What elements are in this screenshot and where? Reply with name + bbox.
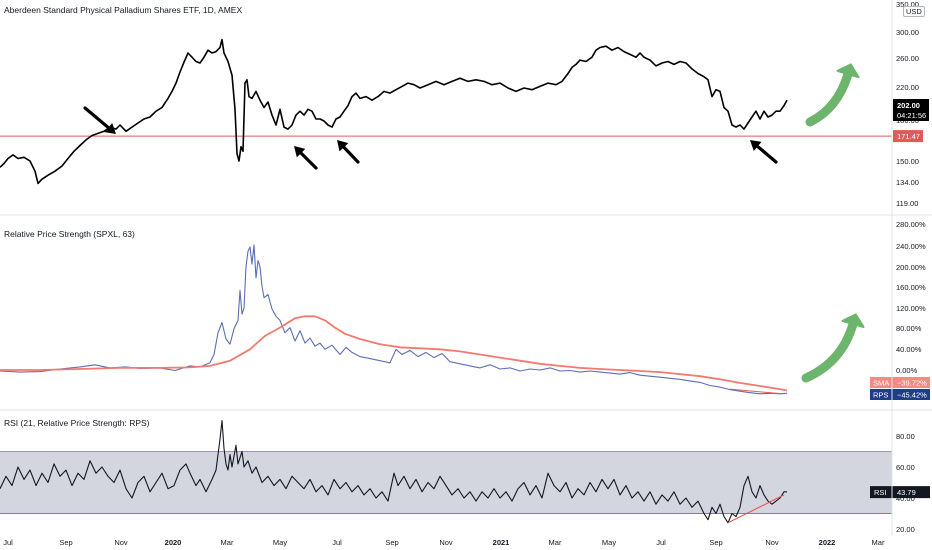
rps-badge-bg [870, 389, 930, 400]
price-axis-tick: 150.00 [896, 157, 919, 166]
sma-series-line [0, 315, 788, 392]
rps-panel-title: Relative Price Strength (SPXL, 63) [4, 229, 135, 239]
x-axis-tick: Nov [765, 538, 779, 547]
support-badge-bg [893, 130, 923, 143]
arrow-head [836, 63, 860, 79]
rsi-series-line [0, 419, 787, 524]
rps-axis-tick: 40.00% [896, 345, 922, 354]
rsi-axis-tick: 40.00 [896, 494, 915, 503]
rsi-axis-tick: 60.00 [896, 463, 915, 472]
rsi-badge: RSI 43.79 [870, 486, 930, 499]
black-arrow-icon [83, 106, 116, 134]
arrow-shaft [299, 151, 318, 170]
price-axis-tick: 300.00 [896, 28, 919, 37]
rsi-axis-tick: 20.00 [896, 525, 915, 534]
sma-badge-bg [870, 377, 930, 388]
x-axis-tick: May [273, 538, 287, 547]
x-axis-tick: Mar [872, 538, 885, 547]
price-badge-bg [893, 99, 929, 121]
arrow-shaft [801, 319, 858, 383]
rsi-badge-label: RSI [874, 488, 887, 497]
rsi-trendline [727, 494, 785, 524]
x-axis-tick: Jul [656, 538, 666, 547]
sma-badge: SMA −39.72% [870, 377, 930, 388]
price-axis-tick: 260.00 [896, 54, 919, 63]
x-axis-tick: May [602, 538, 616, 547]
x-axis-tick: Mar [549, 538, 562, 547]
price-axis-tick: 119.00 [896, 199, 918, 208]
rsi-badge-value: 43.79 [897, 488, 916, 497]
arrow-shaft [756, 144, 778, 164]
currency-label[interactable]: USD [903, 6, 925, 17]
rsi-band [0, 451, 892, 514]
x-axis-tick: 2022 [819, 538, 836, 547]
price-axis-tick: 350.00 [896, 0, 919, 9]
price-axis-tick: 134.00 [896, 178, 919, 187]
price-pane: 350.00300.00260.00220.00180.00150.00134.… [0, 0, 929, 208]
support-badge: 171.47 [893, 130, 923, 143]
sma-badge-value: −39.72% [897, 379, 927, 388]
price-axis-tick: 220.00 [896, 83, 919, 92]
black-arrow-icon [294, 146, 318, 170]
rps-axis-tick: 200.00% [896, 263, 926, 272]
arrow-head [750, 140, 762, 152]
annotations [83, 63, 865, 383]
rsi-panel-title: RSI (21, Relative Price Strength: RPS) [4, 418, 150, 428]
x-axis-tick: Sep [709, 538, 722, 547]
rps-badge-label: RPS [873, 391, 888, 400]
price-panel-title: Aberdeen Standard Physical Palladium Sha… [4, 5, 243, 15]
x-axis-tick: 2020 [165, 538, 182, 547]
rps-axis-tick: 80.00% [896, 324, 922, 333]
rps-axis-tick: 240.00% [896, 242, 926, 251]
x-axis-tick: Nov [114, 538, 128, 547]
rps-axis-tick: 120.00% [896, 304, 926, 313]
green-curved-arrow-icon [801, 313, 865, 383]
sma-badge-label: SMA [873, 379, 889, 388]
black-arrow-icon [750, 140, 778, 164]
price-series-line [0, 38, 788, 185]
x-axis-tick: Mar [221, 538, 234, 547]
x-axis-tick: Sep [59, 538, 72, 547]
black-arrow-icon [337, 140, 360, 164]
x-axis-tick: Nov [439, 538, 453, 547]
x-axis-tick: Jul [332, 538, 342, 547]
x-axis-tick: 2021 [493, 538, 510, 547]
rps-series-line [0, 244, 788, 395]
x-axis-tick: Sep [385, 538, 398, 547]
rsi-axis-tick: 80.00 [896, 432, 915, 441]
arrow-shaft [83, 106, 110, 130]
arrow-head [841, 313, 865, 329]
rps-pane: 280.00% 240.00% 200.00% 160.00% 120.00% 80.00… [0, 220, 930, 400]
rps-badge-value: −45.42% [897, 391, 927, 400]
green-curved-arrow-icon [805, 63, 860, 127]
arrow-shaft [342, 145, 360, 164]
x-axis-tick: Jul [3, 538, 13, 547]
rps-badge: RPS −45.42% [870, 389, 930, 400]
rps-axis-tick: 0.00% [896, 366, 918, 375]
price-badge-countdown: 04:21:56 [897, 111, 926, 120]
price-badge-value: 202.00 [897, 101, 920, 110]
arrow-shaft [805, 69, 853, 127]
support-badge-value: 171.47 [897, 132, 920, 141]
rsi-pane: 80.00 60.00 40.00 20.00 RSI 43.79 [0, 419, 930, 534]
arrow-head [104, 122, 116, 134]
arrow-head [337, 140, 349, 152]
rps-trendline [729, 388, 783, 395]
rps-axis-tick: 160.00% [896, 283, 926, 292]
rsi-badge-bg [870, 486, 930, 499]
arrow-head [294, 146, 306, 158]
rps-axis-tick: 280.00% [896, 220, 926, 229]
